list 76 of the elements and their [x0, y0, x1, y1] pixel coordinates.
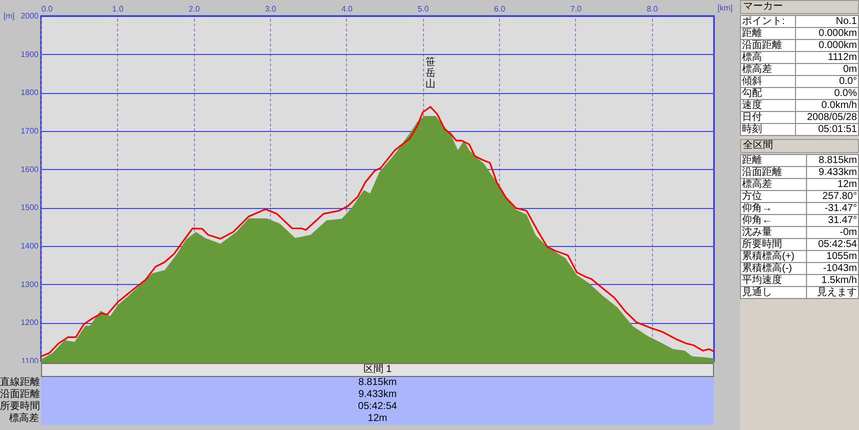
text: 累積標高(-): [740, 262, 807, 274]
text: 0m: [795, 64, 858, 76]
text: 沈み量: [740, 226, 807, 238]
text: 平均速度: [740, 274, 807, 286]
text: 9.433km: [41, 389, 714, 401]
text: 標高差: [740, 64, 796, 76]
x-tick-label: 5.0: [418, 4, 430, 14]
text: 見えます: [806, 286, 858, 298]
x-tick-label: 3.0: [264, 4, 277, 14]
text: 沿面距離: [0, 389, 41, 400]
y-tick-label: 2000: [20, 12, 40, 20]
text: 12m: [806, 178, 858, 190]
text: ポイント:: [740, 16, 796, 28]
y-tick-label: 1900: [20, 50, 40, 59]
text: 標高: [740, 52, 796, 64]
text: 12m: [41, 413, 714, 425]
text: 傾斜: [740, 76, 796, 88]
text: 見通し: [740, 286, 807, 298]
text: 仰角←: [740, 214, 807, 226]
text: No.1: [795, 16, 858, 28]
text: 沿面距離: [740, 166, 807, 178]
text: 8.815km: [41, 377, 714, 389]
y-tick-label: 1300: [20, 280, 40, 289]
text: 05:42:54: [41, 401, 714, 413]
text: 仰角→: [740, 202, 807, 214]
text: 距離: [740, 28, 796, 40]
x-tick-label: 6.0: [494, 4, 506, 14]
text: 所要時間: [740, 238, 807, 250]
text: 0.0°: [795, 76, 858, 88]
x-tick-label: 8.0: [646, 4, 658, 14]
text: 0.000km: [795, 28, 858, 40]
x-tick-label: 4.0: [341, 4, 353, 14]
text: 時刻: [740, 124, 796, 136]
text: 沿面距離: [740, 40, 796, 52]
text: 区間 1: [41, 363, 714, 377]
y-tick-label: 1800: [20, 88, 40, 98]
text: 0.0km/h: [795, 100, 858, 112]
y-tick-label: 1700: [20, 126, 40, 136]
text: 257.80°: [806, 190, 858, 202]
text: -31.47°: [806, 202, 858, 214]
text: 9.433km: [806, 166, 858, 178]
text: 累積標高(+): [740, 250, 807, 262]
x-tick-label: 0.0: [42, 4, 54, 14]
text: 1112m: [795, 52, 858, 64]
annotation: 笹岳山: [425, 56, 436, 90]
text: 日付: [740, 112, 796, 124]
text: 1.5km/h: [806, 274, 858, 286]
x-tick-label: 7.0: [570, 4, 582, 14]
text: 05:42:54: [806, 238, 858, 250]
text: 勾配: [740, 88, 796, 100]
text: 速度: [740, 100, 796, 112]
y-axis-title: [m]: [4, 12, 15, 20]
y-tick-label: 1200: [20, 318, 40, 328]
text: マーカー: [740, 0, 859, 14]
text: 距離: [740, 154, 807, 166]
text: 所要時間: [0, 401, 41, 412]
x-tick-label: 1.0: [112, 4, 124, 14]
text: 0.000km: [795, 40, 858, 52]
text: 直線距離: [0, 377, 41, 389]
y-tick-label: 1400: [20, 242, 40, 250]
text: 31.47°: [806, 214, 858, 226]
text: 方位: [740, 190, 807, 202]
text: 標高差: [8, 413, 40, 425]
y-tick-label: 1500: [20, 203, 40, 212]
text: -1043m: [806, 262, 858, 274]
text: 1055m: [806, 250, 858, 262]
x-tick-label: 2.0: [188, 4, 200, 14]
text: 全区間: [740, 139, 859, 153]
text: 05:01:51: [795, 124, 858, 136]
x-axis-title: [km]: [718, 4, 733, 12]
text: 8.815km: [806, 154, 858, 166]
text: 0.0%: [795, 88, 858, 100]
text: -0m: [806, 226, 858, 238]
text: 2008/05/28: [795, 112, 858, 124]
y-tick-label: 1600: [20, 164, 40, 174]
text: 標高差: [740, 178, 807, 190]
